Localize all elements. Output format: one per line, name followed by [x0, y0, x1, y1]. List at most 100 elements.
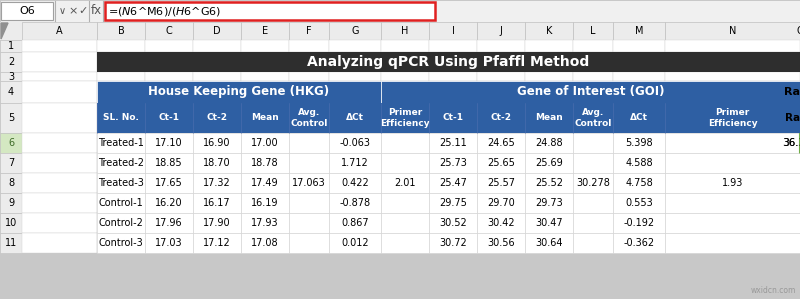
Bar — [193, 173, 241, 193]
Text: E: E — [262, 26, 268, 36]
Bar — [573, 133, 613, 153]
Text: fx: fx — [90, 4, 102, 18]
Bar — [241, 233, 289, 253]
Bar — [429, 72, 477, 81]
Bar — [22, 40, 800, 253]
Bar — [573, 22, 613, 40]
Bar — [145, 193, 193, 213]
Bar — [0, 52, 22, 72]
Bar — [289, 233, 329, 253]
Text: L: L — [590, 26, 596, 36]
Bar — [289, 40, 329, 52]
Bar — [22, 133, 97, 153]
Text: 4: 4 — [8, 87, 14, 97]
Text: Ratio: Ratio — [785, 113, 800, 123]
Text: 0.867: 0.867 — [341, 218, 369, 228]
Bar — [525, 103, 573, 133]
Bar — [477, 173, 525, 193]
Text: 18.85: 18.85 — [155, 158, 183, 168]
Text: 4.588: 4.588 — [625, 158, 653, 168]
Bar — [477, 22, 525, 40]
Bar — [477, 173, 525, 193]
Bar — [97, 103, 800, 133]
Bar — [525, 193, 573, 213]
Bar — [241, 81, 289, 103]
Text: 2.01: 2.01 — [394, 178, 416, 188]
Bar — [665, 153, 800, 173]
Bar — [241, 233, 289, 253]
Bar — [0, 22, 800, 40]
Bar — [525, 72, 573, 81]
Text: 16.17: 16.17 — [203, 198, 231, 208]
Bar — [97, 81, 145, 103]
Bar — [573, 40, 613, 52]
Bar — [97, 153, 145, 173]
Bar — [329, 133, 381, 153]
Bar — [97, 133, 145, 153]
Text: H: H — [402, 26, 409, 36]
Bar — [613, 40, 665, 52]
Bar — [97, 233, 145, 253]
Bar — [477, 52, 525, 72]
Bar — [241, 103, 289, 133]
Bar — [381, 81, 800, 103]
Text: -0.192: -0.192 — [623, 218, 654, 228]
Bar — [665, 153, 800, 173]
Bar — [429, 213, 477, 233]
Bar — [573, 52, 613, 72]
Bar — [97, 193, 145, 213]
Text: 3: 3 — [8, 71, 14, 82]
Text: Ct-1: Ct-1 — [158, 114, 179, 123]
Bar — [381, 103, 429, 133]
Bar — [22, 193, 97, 213]
Text: -0.362: -0.362 — [623, 238, 654, 248]
Bar — [613, 233, 665, 253]
Bar — [193, 153, 241, 173]
Bar — [145, 153, 193, 173]
Bar — [381, 193, 429, 213]
Bar — [573, 213, 613, 233]
Text: M: M — [634, 26, 643, 36]
Text: ΔCt: ΔCt — [346, 114, 364, 123]
Bar — [573, 133, 613, 153]
Bar — [429, 153, 477, 173]
Text: Ct-1: Ct-1 — [442, 114, 463, 123]
Bar — [193, 52, 241, 72]
Text: 29.75: 29.75 — [439, 198, 467, 208]
Bar — [329, 193, 381, 213]
Text: 25.47: 25.47 — [439, 178, 467, 188]
Bar — [477, 81, 525, 103]
Text: 24.65: 24.65 — [487, 138, 515, 148]
Bar — [381, 173, 429, 193]
Bar — [289, 103, 329, 133]
Bar — [1, 2, 53, 20]
Text: Analyzing qPCR Using Pfaffl Method: Analyzing qPCR Using Pfaffl Method — [307, 55, 590, 69]
Bar — [329, 103, 381, 133]
Bar — [329, 52, 381, 72]
Text: 25.57: 25.57 — [487, 178, 515, 188]
Text: B: B — [118, 26, 124, 36]
Bar — [241, 133, 289, 153]
Bar — [97, 103, 145, 133]
Bar — [193, 133, 241, 153]
Bar — [241, 22, 289, 40]
Bar — [145, 133, 193, 153]
Bar — [289, 81, 329, 103]
Text: 17.03: 17.03 — [155, 238, 183, 248]
Text: 17.08: 17.08 — [251, 238, 279, 248]
Text: 24.88: 24.88 — [535, 138, 563, 148]
Bar — [665, 52, 800, 72]
Bar — [289, 213, 329, 233]
Text: 0.422: 0.422 — [341, 178, 369, 188]
Text: ∨: ∨ — [58, 6, 66, 16]
Bar — [613, 72, 665, 81]
Bar — [525, 213, 573, 233]
Bar — [193, 153, 241, 173]
Bar — [381, 153, 429, 173]
Bar — [573, 193, 613, 213]
Text: 17.90: 17.90 — [203, 218, 231, 228]
Text: A: A — [56, 26, 63, 36]
Bar — [145, 233, 193, 253]
Bar — [573, 193, 613, 213]
Bar — [241, 193, 289, 213]
